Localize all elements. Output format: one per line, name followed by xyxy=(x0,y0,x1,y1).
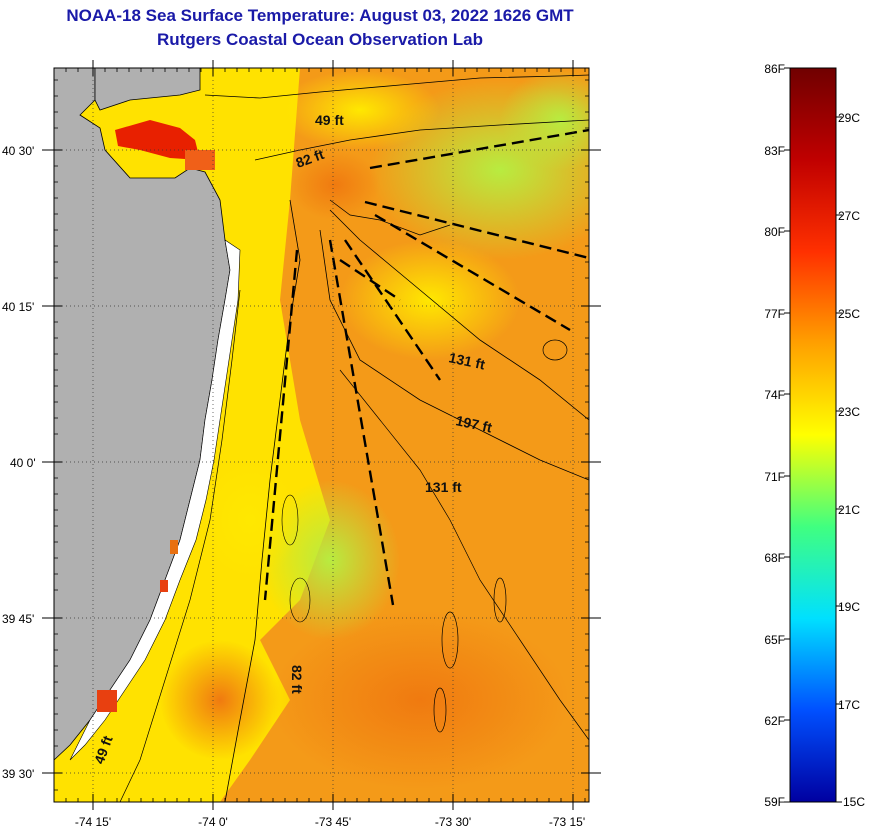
contour-line-82ft xyxy=(224,199,301,802)
lat-tick-label: 40 30' xyxy=(2,144,34,158)
colorbar-f-label: 80F xyxy=(764,225,785,239)
contour-shoal-3 xyxy=(433,687,447,733)
yellow-patch-central xyxy=(200,460,300,580)
contour-line-131ft xyxy=(329,209,589,421)
shipping-lane-4 xyxy=(344,239,441,381)
colorbar-f-label: 86F xyxy=(764,62,785,76)
contour-line-canyon-head xyxy=(329,199,451,236)
contour-line-131ft-south xyxy=(339,369,589,741)
shipping-lane-1 xyxy=(369,128,589,170)
colorbar-ticks xyxy=(784,67,842,803)
warm-patch-bay-edge xyxy=(185,150,215,170)
colorbar-f-label: 62F xyxy=(764,714,785,728)
land-new-york xyxy=(54,68,201,111)
yellow-patch-north xyxy=(280,70,440,150)
warm-patch-south-coast-2 xyxy=(160,580,168,592)
contour-line-north-2 xyxy=(254,119,589,161)
lat-tick-label: 40 0' xyxy=(10,456,36,470)
lon-tick-label: -73 45' xyxy=(315,815,351,829)
yellow-patch-mid xyxy=(340,240,520,360)
colorbar-f-label: 68F xyxy=(764,551,785,565)
cool-patch-far-northeast xyxy=(500,70,589,170)
colorbar-c-label: 21C xyxy=(838,503,860,517)
warm-core-canyon xyxy=(290,150,380,220)
contour-label-131ft-mid: 131 ft xyxy=(447,349,486,372)
colorbar-c-label: 17C xyxy=(838,698,860,712)
lon-tick-label: -74 15' xyxy=(75,815,111,829)
warm-region-south xyxy=(270,610,570,790)
map-subtitle: Rutgers Coastal Ocean Observation Lab xyxy=(157,30,483,49)
map-title: NOAA-18 Sea Surface Temperature: August … xyxy=(66,6,574,25)
lat-tick-label: 39 45' xyxy=(2,612,34,626)
colorbar-c-label: 29C xyxy=(838,111,860,125)
colorbar-c-label: 19C xyxy=(838,600,860,614)
colorbar-f-label: 77F xyxy=(764,307,785,321)
colorbar-f-label: 74F xyxy=(764,388,785,402)
shipping-lane-3 xyxy=(374,213,571,332)
colorbar-c-label: 15C xyxy=(843,795,865,809)
contour-label-49ft-north: 49 ft xyxy=(315,112,344,128)
colorbar-c-label: 23C xyxy=(838,405,860,419)
warm-patch-south-coast xyxy=(97,690,117,712)
minor-ticks xyxy=(54,68,589,802)
coastal-barrier-strip xyxy=(69,239,241,761)
shipping-lane-7 xyxy=(339,259,401,301)
contour-line-49ft xyxy=(119,289,241,802)
warm-patch-south-coast-3 xyxy=(170,540,178,554)
lon-tick-label: -73 30' xyxy=(435,815,471,829)
colorbar-f-label: 65F xyxy=(764,633,785,647)
lon-tick-label: -74 0' xyxy=(198,815,228,829)
colorbar-f-label: 71F xyxy=(764,470,785,484)
shipping-lanes xyxy=(263,128,589,606)
shipping-lane-5 xyxy=(328,239,395,606)
contour-line-north xyxy=(204,74,589,99)
shipping-lane-6 xyxy=(263,249,299,601)
map-frame-content: 49 ft 82 ft 131 ft 197 ft 131 ft 82 ft 4… xyxy=(54,68,589,802)
contour-shoal-2 xyxy=(493,577,507,623)
lat-tick-label: 40 15' xyxy=(2,300,34,314)
contour-label-82ft-south: 82 ft xyxy=(289,665,305,694)
shipping-lane-2 xyxy=(364,200,589,260)
contour-label-197ft: 197 ft xyxy=(454,412,493,435)
warm-patch-southwest xyxy=(160,640,280,760)
lon-tick-label: -73 15' xyxy=(549,815,585,829)
colorbar xyxy=(789,67,837,803)
lat-tick-label: 39 30' xyxy=(2,767,34,781)
contour-shoal-6 xyxy=(289,577,311,623)
contour-line-197ft xyxy=(319,229,589,481)
major-ticks xyxy=(42,60,601,810)
contour-label-131ft-south: 131 ft xyxy=(425,479,462,495)
contour-shoal-4 xyxy=(542,339,568,361)
colorbar-f-label: 59F xyxy=(764,795,785,809)
colorbar-f-label: 83F xyxy=(764,144,785,158)
contour-shoal-5 xyxy=(281,494,299,546)
contour-shoal-1 xyxy=(441,611,459,669)
colorbar-c-label: 27C xyxy=(838,209,860,223)
map-frame xyxy=(53,67,590,803)
colorbar-c-label: 25C xyxy=(838,307,860,321)
